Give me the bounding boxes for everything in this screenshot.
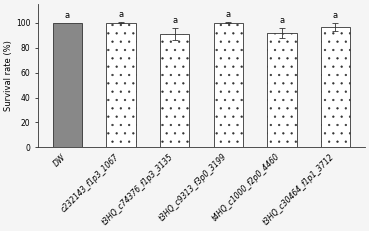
Text: a: a	[65, 11, 70, 20]
Text: a: a	[279, 16, 284, 25]
Y-axis label: Survival rate (%): Survival rate (%)	[4, 40, 13, 111]
Bar	[160, 34, 189, 147]
Text: a: a	[172, 16, 177, 25]
Text: a: a	[333, 11, 338, 20]
Bar	[106, 23, 136, 147]
Text: a: a	[226, 10, 231, 19]
Bar	[321, 27, 350, 147]
Bar	[214, 23, 243, 147]
Bar	[267, 33, 297, 147]
Bar	[53, 23, 82, 147]
Text: a: a	[118, 10, 124, 19]
